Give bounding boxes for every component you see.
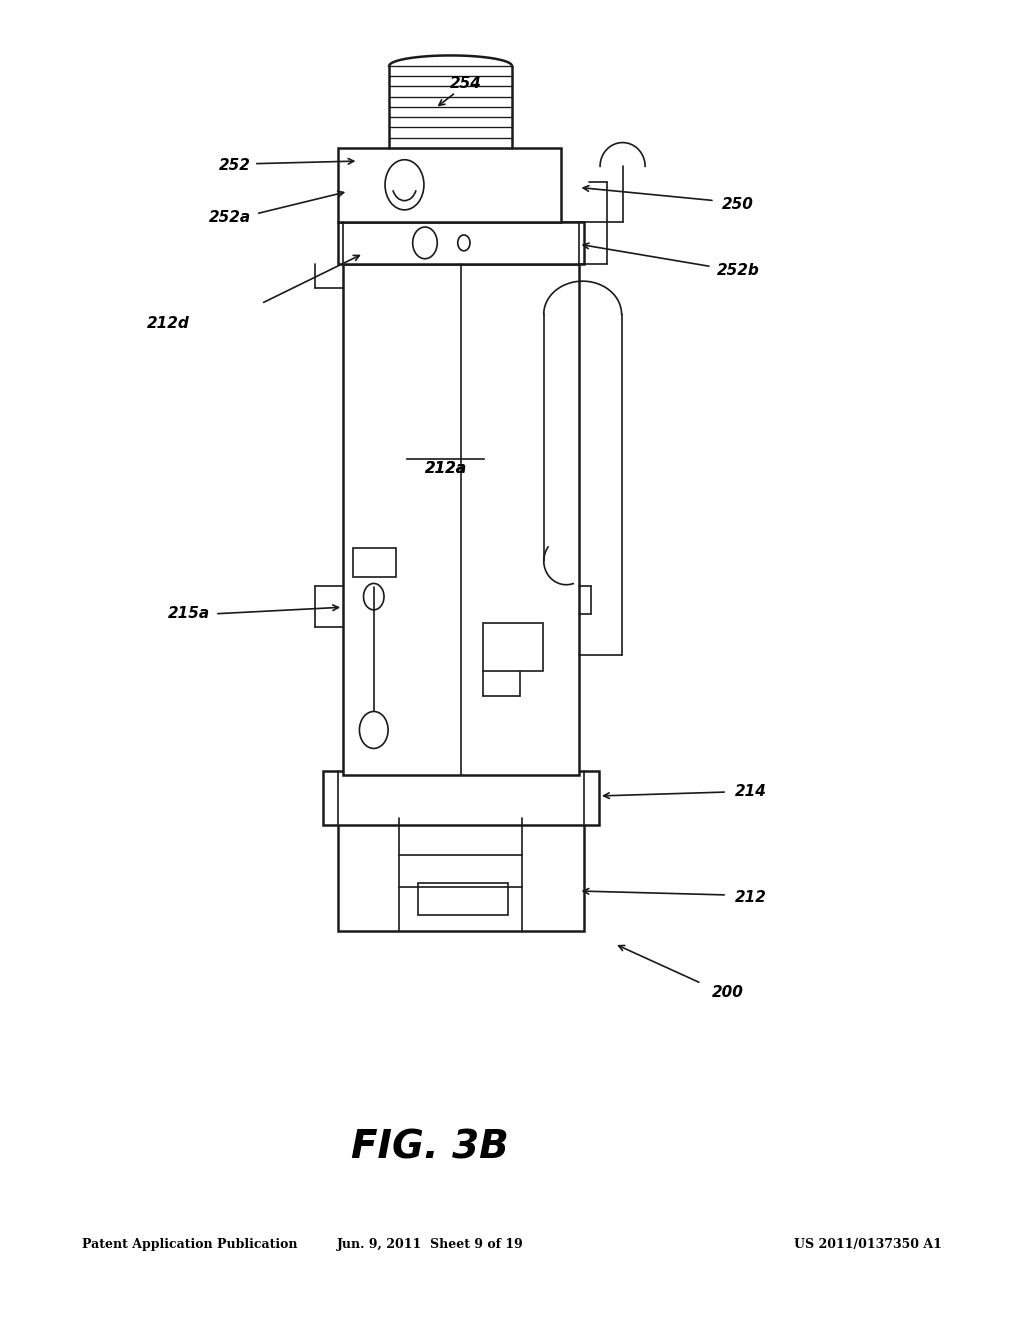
- Bar: [418, 883, 508, 915]
- Text: 254: 254: [450, 75, 482, 91]
- Text: 214: 214: [735, 784, 767, 800]
- Text: 250: 250: [722, 197, 754, 213]
- Text: 252: 252: [219, 157, 251, 173]
- Text: US 2011/0137350 A1: US 2011/0137350 A1: [795, 1238, 942, 1251]
- Bar: [483, 623, 543, 671]
- Text: 215a: 215a: [168, 606, 210, 622]
- Bar: [338, 148, 561, 222]
- Text: 212d: 212d: [146, 315, 189, 331]
- Text: 212a: 212a: [424, 461, 467, 477]
- Text: 212a: 212a: [424, 461, 467, 477]
- Text: Patent Application Publication: Patent Application Publication: [82, 1238, 297, 1251]
- Bar: [343, 264, 579, 775]
- Bar: [353, 548, 396, 577]
- Bar: [323, 771, 599, 825]
- Bar: [338, 222, 584, 264]
- Text: 200: 200: [712, 985, 743, 1001]
- Text: FIG. 3B: FIG. 3B: [351, 1129, 509, 1167]
- Text: 252b: 252b: [717, 263, 760, 279]
- Bar: [338, 818, 584, 931]
- Text: Jun. 9, 2011  Sheet 9 of 19: Jun. 9, 2011 Sheet 9 of 19: [337, 1238, 523, 1251]
- Text: 252a: 252a: [209, 210, 251, 226]
- Text: 212: 212: [735, 890, 767, 906]
